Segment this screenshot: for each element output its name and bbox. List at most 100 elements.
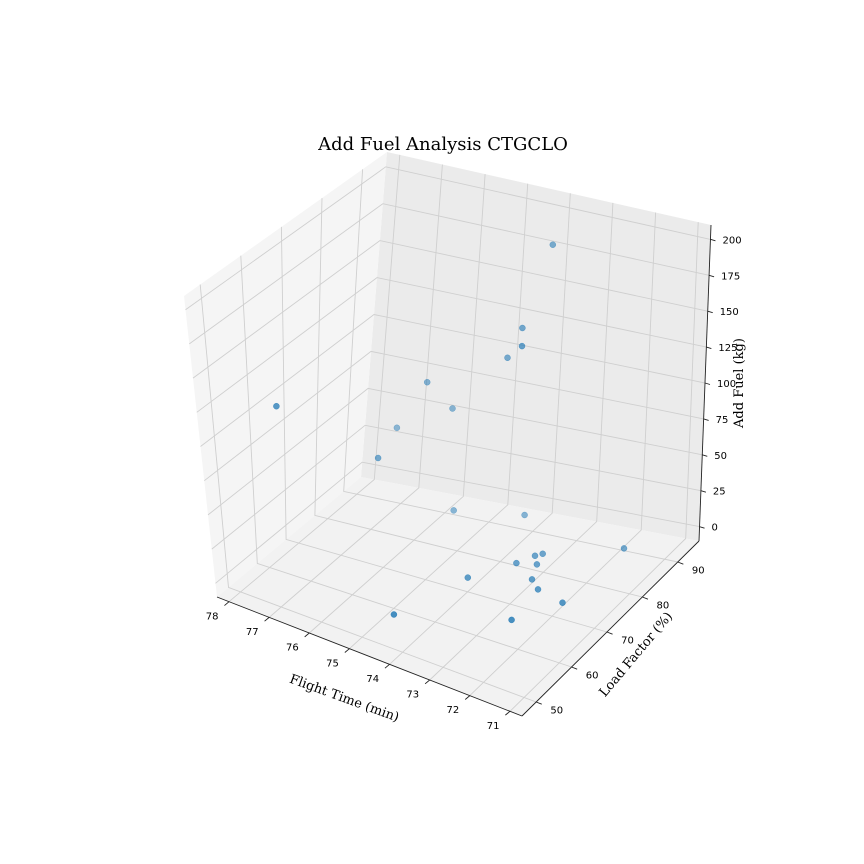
x-tick <box>224 601 230 606</box>
y-tick-label: 80 <box>657 601 670 612</box>
data-point <box>390 611 398 618</box>
y-tick <box>677 561 684 565</box>
x-tick-label: 76 <box>286 643 299 654</box>
data-point <box>518 342 526 350</box>
y-grid-line <box>199 284 537 703</box>
z-tick <box>708 274 715 278</box>
x-tick <box>264 617 270 622</box>
z-grid-line <box>185 166 711 311</box>
z-tick <box>699 526 705 529</box>
y-grid-line <box>280 226 608 633</box>
axis-panes <box>184 152 711 716</box>
data-point <box>513 559 520 567</box>
data-point <box>533 561 541 568</box>
y-tick <box>606 631 613 635</box>
z-tick-label: 125 <box>718 343 737 354</box>
z-tick-label: 150 <box>720 307 739 318</box>
data-point <box>504 354 511 362</box>
z-tick <box>702 454 708 457</box>
z-tick <box>707 310 713 314</box>
x-grid-line <box>228 154 401 603</box>
z-tick-label: 0 <box>712 523 718 534</box>
y-tick <box>571 666 578 670</box>
x-tick-label: 78 <box>206 611 219 622</box>
z-grid-line <box>192 240 708 379</box>
z-tick <box>706 346 712 350</box>
z-tick-label: 75 <box>716 415 729 426</box>
y-tick-label: 50 <box>550 706 563 717</box>
x-grid-line <box>349 183 529 650</box>
data-point <box>374 454 382 462</box>
x-tick <box>424 679 430 685</box>
y-tick-label: 90 <box>692 566 705 577</box>
x-tick <box>464 695 471 700</box>
x-tick <box>344 648 350 653</box>
y-tick <box>535 701 542 705</box>
x-grid-line <box>309 174 486 634</box>
x-grid-line <box>389 193 571 665</box>
z-grid-line <box>207 387 703 516</box>
data-point <box>534 586 542 593</box>
y-grid-line <box>314 198 643 598</box>
data-point <box>528 576 536 583</box>
y-axis-line <box>521 540 700 717</box>
z-grid-line <box>189 203 710 345</box>
grid-lines <box>185 154 711 712</box>
data-point <box>508 616 515 624</box>
floor-pane <box>217 477 699 716</box>
x-tick-label: 73 <box>406 690 419 701</box>
data-point <box>549 241 557 248</box>
data-point <box>423 378 431 386</box>
z-tick-label: 100 <box>717 379 736 390</box>
data-point <box>393 424 401 432</box>
x-grid-line <box>469 212 657 696</box>
data-point <box>539 550 546 558</box>
y-tick-label: 60 <box>586 671 599 682</box>
x-grid-line <box>429 202 614 681</box>
back-pane <box>361 152 711 541</box>
x-tick <box>505 710 511 716</box>
y-grid-line <box>343 169 678 563</box>
z-tick-label: 50 <box>714 451 727 462</box>
data-point <box>519 324 526 332</box>
chart-title: Add Fuel Analysis CTGCLO <box>317 134 568 155</box>
data-point <box>559 599 566 606</box>
data-point <box>450 507 457 514</box>
z-tick <box>703 418 709 421</box>
x-tick-label: 77 <box>246 627 259 638</box>
y-grid-line <box>240 255 572 668</box>
z-tick-label: 200 <box>723 235 742 246</box>
x-tick <box>384 663 390 669</box>
z-grid-line <box>200 314 706 447</box>
z-tick-label: 25 <box>713 487 726 498</box>
data-point <box>521 511 528 519</box>
data-point <box>620 545 628 552</box>
z-tick-label: 175 <box>721 271 740 282</box>
y-tick-label: 70 <box>621 636 634 647</box>
z-grid-line <box>215 461 700 584</box>
x-grid-line <box>509 222 699 712</box>
x-axis-label: Flight Time (min) <box>287 672 401 726</box>
z-grid-line <box>204 350 704 482</box>
data-point <box>464 574 472 581</box>
x-tick-label: 72 <box>447 705 460 716</box>
x-tick-label: 75 <box>326 658 339 669</box>
y-tick <box>642 596 649 600</box>
tick-marks: 71 72 73 74 75 76 77 78 50 60 70 80 90 0 25 50 75 100 125 1… <box>206 235 742 732</box>
x-grid-line <box>268 164 443 618</box>
x-tick-label: 74 <box>366 674 379 685</box>
z-grid-line <box>211 424 701 550</box>
x-tick-label: 71 <box>487 721 500 732</box>
z-tick <box>704 382 711 385</box>
data-point <box>273 402 280 410</box>
left-pane <box>184 152 387 597</box>
data-points <box>273 241 628 624</box>
z-grid-line <box>196 277 707 413</box>
x-axis-line <box>216 596 523 717</box>
data-point <box>531 552 539 560</box>
z-tick <box>710 238 716 242</box>
z-tick <box>700 490 707 493</box>
x-tick <box>304 632 310 638</box>
data-point <box>449 405 456 412</box>
